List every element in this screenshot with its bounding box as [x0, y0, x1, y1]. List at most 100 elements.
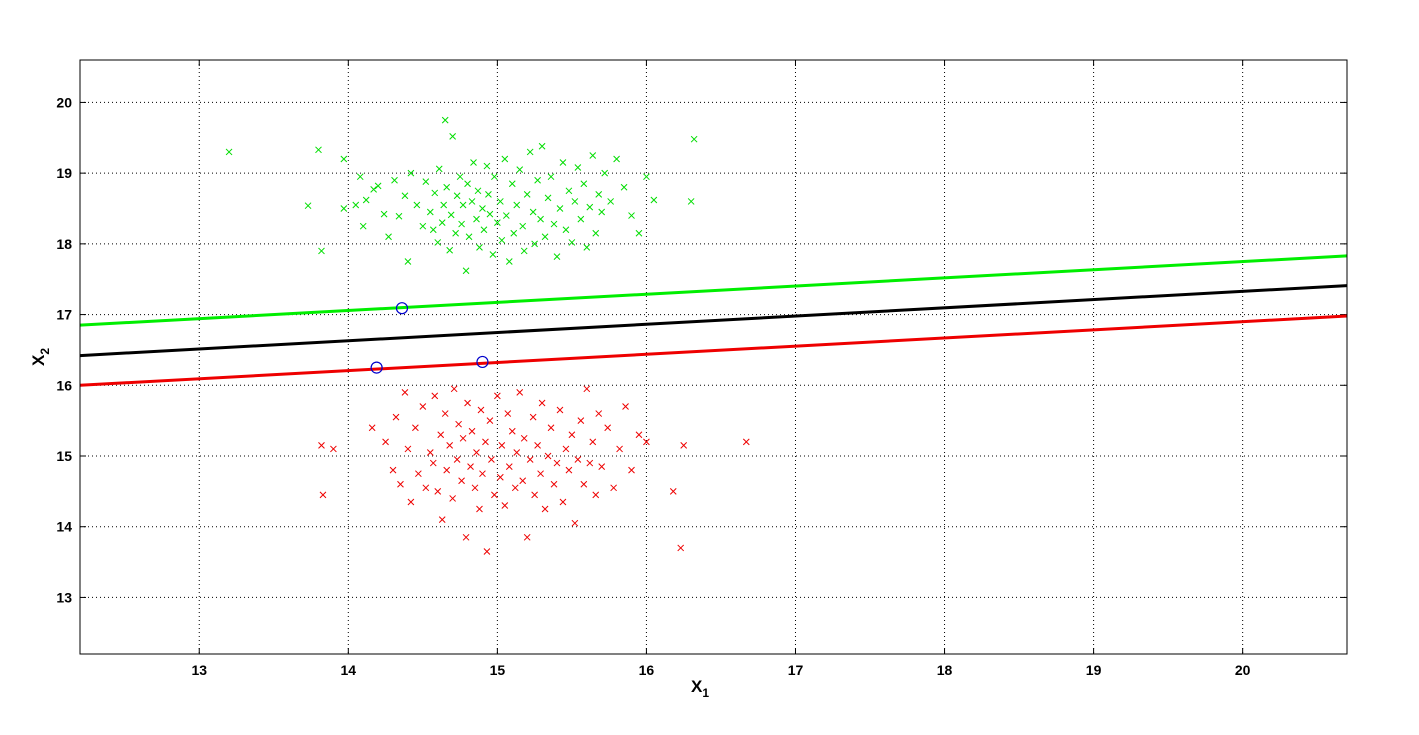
data-point: [491, 491, 498, 499]
data-point: [531, 491, 538, 499]
data-point: [508, 427, 516, 435]
data-point: [635, 431, 643, 439]
data-point: [616, 445, 623, 453]
data-point: [315, 146, 322, 154]
data-point: [529, 413, 537, 421]
x-axis-label: X1: [691, 677, 709, 700]
data-point: [589, 152, 597, 159]
data-point: [580, 180, 588, 188]
y-tick-label: 14: [56, 519, 72, 535]
data-point: [443, 466, 451, 474]
data-point: [455, 420, 462, 428]
data-point: [541, 233, 549, 241]
data-point: [452, 229, 459, 237]
data-point: [352, 201, 360, 209]
data-point: [426, 208, 434, 216]
data-point: [480, 226, 488, 234]
data-point: [523, 191, 531, 198]
data-point: [562, 445, 570, 453]
data-point: [622, 403, 629, 410]
data-point: [422, 178, 430, 185]
boundary-line: [79, 284, 1348, 358]
data-point: [586, 203, 594, 211]
data-point: [537, 470, 544, 478]
data-point: [628, 466, 635, 474]
data-point: [318, 442, 325, 449]
data-point: [447, 211, 455, 219]
data-point: [538, 142, 546, 150]
data-point: [565, 187, 573, 195]
data-point: [643, 173, 650, 181]
data-point: [407, 169, 415, 177]
plot-background: [80, 60, 1347, 654]
x-tick-label: 17: [788, 662, 804, 678]
data-point: [318, 247, 325, 255]
data-point: [401, 389, 409, 396]
data-point: [467, 463, 474, 470]
y-tick-label: 18: [56, 236, 72, 252]
data-point: [526, 148, 534, 156]
data-point: [628, 212, 635, 219]
support-vectors: [370, 302, 489, 374]
data-point: [407, 498, 415, 506]
y-tick-label: 20: [56, 94, 72, 110]
data-point: [412, 424, 419, 432]
x-tick-label: 14: [341, 662, 357, 678]
data-point: [471, 484, 479, 492]
data-point: [583, 385, 591, 393]
data-point: [529, 208, 537, 216]
data-point: [404, 445, 412, 453]
data-point: [598, 208, 606, 216]
data-point: [404, 258, 412, 265]
data-point: [476, 505, 483, 513]
data-point: [434, 488, 442, 495]
data-point: [559, 159, 567, 166]
data-point: [476, 244, 483, 251]
plot-frame: [79, 59, 1348, 655]
data-point: [613, 155, 620, 163]
data-point: [419, 403, 427, 410]
data-point: [359, 222, 367, 230]
x-tick-label: 19: [1086, 662, 1102, 678]
data-point: [556, 406, 564, 414]
data-point: [485, 191, 492, 198]
data-point: [395, 212, 403, 220]
data-point: [519, 477, 527, 485]
data-point: [483, 162, 491, 170]
data-point: [459, 434, 467, 442]
y-tick-label: 16: [56, 377, 72, 393]
data-point: [401, 192, 409, 200]
y-tick-label: 13: [56, 589, 72, 605]
y-tick-label: 17: [56, 307, 72, 323]
data-point: [680, 442, 688, 449]
y-tick-label: 19: [56, 165, 72, 181]
data-point: [385, 233, 392, 241]
support-vector-marker: [370, 361, 383, 374]
data-point: [520, 247, 528, 255]
data-point: [513, 201, 521, 209]
data-point: [397, 480, 404, 488]
data-point: [462, 267, 470, 275]
data-point: [553, 459, 561, 467]
data-point: [513, 449, 521, 456]
data-point: [362, 196, 370, 204]
data-point: [380, 210, 388, 218]
data-point: [374, 182, 382, 190]
data-point: [541, 505, 549, 513]
data-point: [592, 491, 600, 499]
data-point: [498, 236, 506, 244]
data-point: [604, 424, 612, 432]
y-axis-label: X2: [29, 348, 52, 366]
data-point: [571, 198, 579, 205]
data-point: [437, 431, 445, 439]
data-point: [319, 491, 327, 499]
data-point: [501, 502, 509, 509]
x-tick-labels: 13 14 15 16 17 18 19 20: [191, 662, 1250, 678]
data-point: [534, 442, 541, 449]
data-point: [526, 456, 534, 463]
data-point: [574, 164, 582, 171]
data-point: [438, 219, 446, 226]
support-vector-marker: [395, 302, 409, 315]
data-point: [429, 459, 437, 467]
